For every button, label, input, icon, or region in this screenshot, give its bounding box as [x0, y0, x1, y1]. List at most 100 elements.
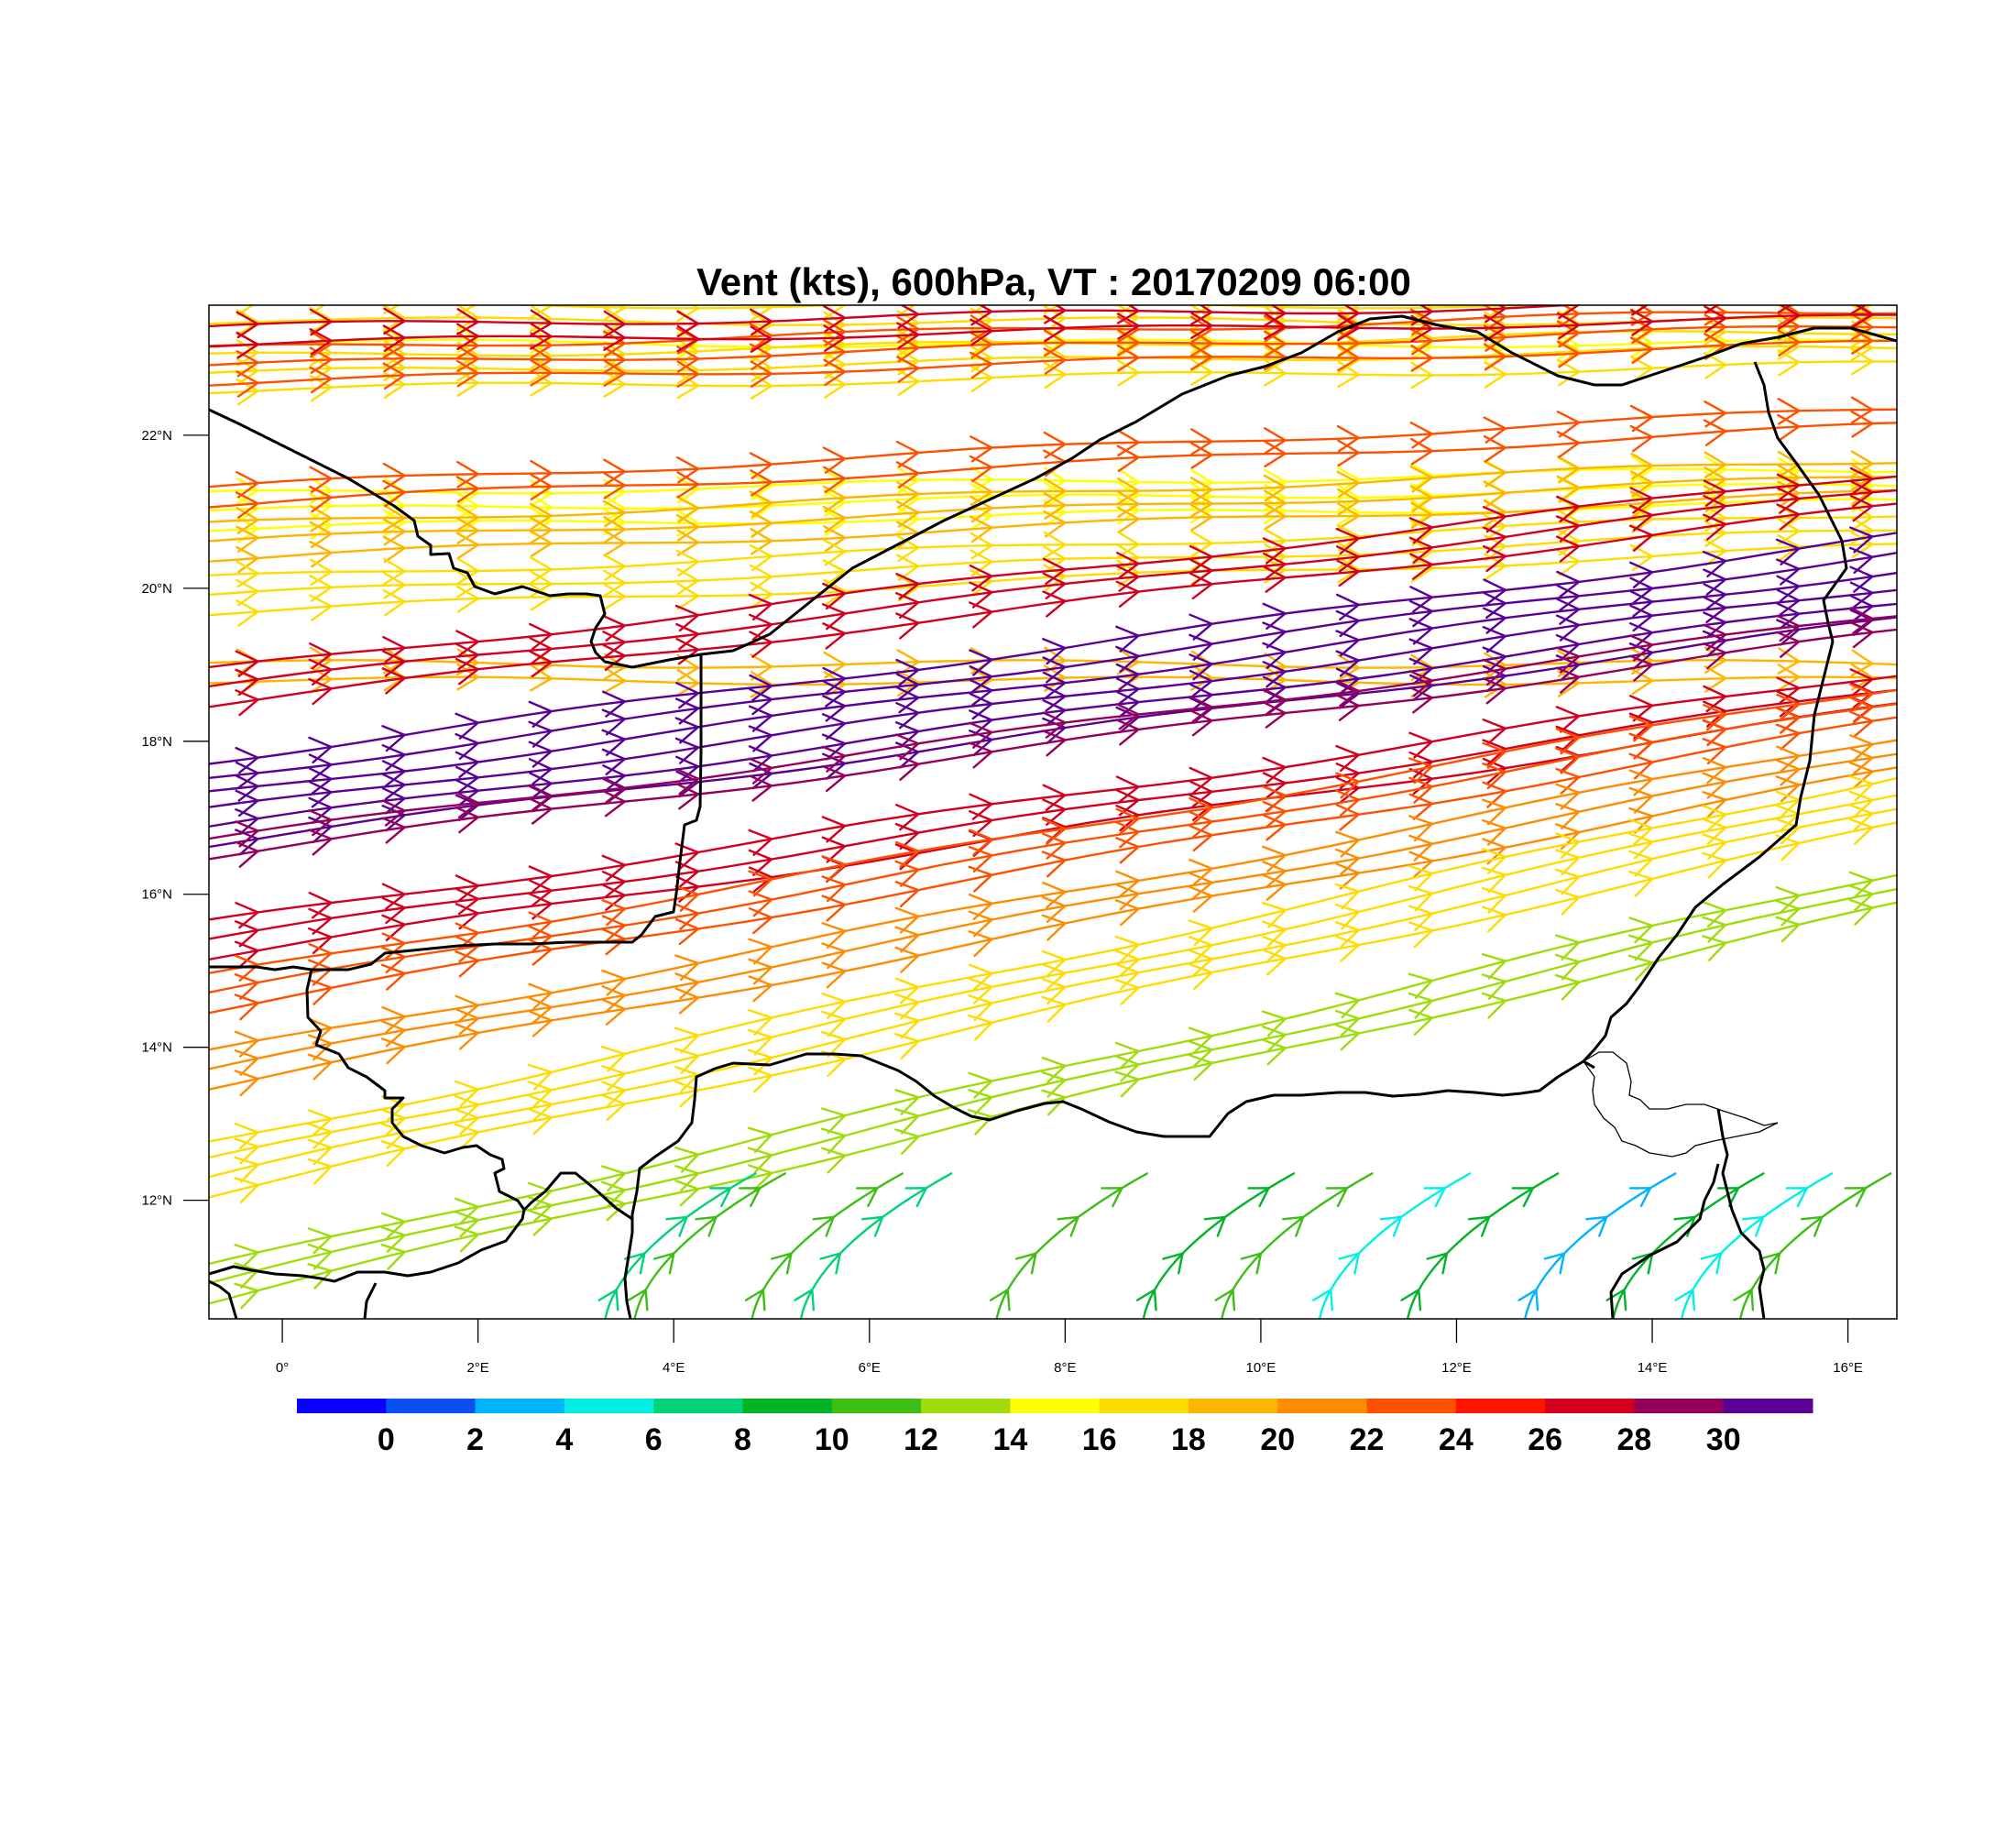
wind-arrowhead — [530, 507, 553, 534]
wind-arrowhead — [1189, 305, 1213, 325]
wind-arrowhead — [381, 896, 406, 925]
wind-streamline — [597, 1172, 757, 1319]
border-burkina-niger — [305, 969, 633, 1221]
wind-arrowhead — [1041, 978, 1067, 1004]
wind-arrowhead — [969, 601, 993, 629]
wind-arrowhead — [969, 565, 993, 592]
wind-arrowhead — [895, 500, 920, 528]
lat-tick-label: 18°N — [141, 734, 172, 750]
wind-arrowhead — [1556, 456, 1581, 483]
wind-arrowhead — [530, 502, 553, 531]
lat-tick-label: 12°N — [141, 1193, 172, 1209]
wind-arrowhead — [895, 702, 920, 730]
wind-arrowhead — [234, 1244, 259, 1270]
wind-arrowhead — [455, 658, 479, 686]
wind-arrowhead — [894, 843, 920, 871]
wind-arrowhead — [823, 324, 847, 352]
wind-arrowhead — [455, 642, 479, 671]
wind-arrowhead — [529, 784, 553, 812]
wind-arrowhead — [822, 506, 847, 533]
wind-arrowhead — [528, 1108, 553, 1136]
wind-arrowhead — [1189, 696, 1213, 723]
wind-arrowhead — [528, 1181, 553, 1209]
wind-arrowhead — [1630, 506, 1654, 533]
wind-arrowhead — [1704, 401, 1727, 428]
wind-arrowhead — [455, 732, 479, 761]
wind-arrowhead — [665, 1215, 688, 1237]
wind-arrowhead — [455, 903, 479, 930]
streamline-path — [209, 552, 1897, 779]
wind-arrowhead — [1555, 666, 1581, 694]
wind-arrowhead — [1558, 305, 1581, 320]
wind-arrowhead — [1849, 683, 1874, 710]
wind-arrowhead — [1189, 824, 1213, 852]
wind-arrowhead — [1189, 797, 1213, 825]
wind-arrowhead — [456, 557, 479, 585]
wind-arrowhead — [1702, 916, 1727, 943]
wind-arrowhead — [1041, 895, 1067, 923]
wind-arrowhead — [603, 370, 626, 398]
wind-arrowhead — [822, 666, 847, 695]
wind-arrowhead — [676, 669, 700, 697]
wind-arrowhead — [1264, 305, 1287, 327]
wind-arrowhead — [529, 637, 553, 664]
wind-arrowhead — [603, 472, 626, 499]
wind-arrowhead — [456, 570, 479, 598]
wind-arrowhead — [530, 356, 553, 383]
wind-arrowhead — [675, 682, 700, 709]
wind-arrowhead — [1629, 695, 1654, 722]
wind-arrowhead — [1335, 830, 1360, 858]
colorbar-swatch — [831, 1399, 922, 1413]
wind-arrowhead — [1426, 1252, 1449, 1275]
streamline-path — [209, 571, 1897, 793]
wind-arrowhead — [1702, 772, 1727, 799]
wind-arrowhead — [455, 950, 479, 978]
wind-arrowhead — [1336, 694, 1360, 721]
wind-arrowhead — [1555, 535, 1581, 563]
wind-arrowhead — [529, 879, 553, 906]
wind-streamline — [209, 480, 1897, 696]
wind-arrowhead — [603, 458, 626, 487]
wind-arrowhead — [1335, 744, 1360, 773]
wind-arrowhead — [1555, 832, 1581, 860]
streamline-path — [209, 313, 1897, 348]
wind-arrowhead — [676, 371, 700, 400]
wind-arrowhead — [307, 1034, 333, 1061]
streamline-path — [209, 628, 1897, 861]
wind-arrowhead — [1704, 327, 1727, 356]
plot-area — [209, 305, 1897, 1319]
wind-arrowhead — [1408, 793, 1433, 820]
wind-arrowhead — [823, 371, 847, 399]
wind-arrowhead — [381, 650, 406, 677]
wind-arrowhead — [1409, 463, 1433, 490]
wind-arrowhead — [456, 341, 479, 369]
wind-arrowhead — [968, 977, 993, 1004]
wind-arrowhead — [381, 725, 406, 752]
wind-arrowhead — [969, 455, 993, 483]
wind-arrowhead — [1135, 1289, 1157, 1312]
wind-arrowhead — [674, 917, 700, 946]
wind-arrowhead — [749, 510, 773, 538]
streamline-path — [209, 488, 1897, 688]
wind-arrowhead — [1337, 502, 1360, 530]
wind-arrowhead — [236, 305, 255, 316]
wind-arrowhead — [309, 558, 333, 587]
wind-arrowhead — [970, 532, 993, 560]
wind-arrowhead — [1044, 305, 1067, 324]
wind-arrowhead — [895, 554, 920, 581]
wind-arrowhead — [676, 471, 700, 499]
wind-arrowhead — [748, 907, 773, 935]
wind-arrowhead — [383, 557, 406, 586]
wind-arrowhead — [1777, 450, 1801, 478]
wind-arrowhead — [1776, 602, 1801, 630]
wind-arrowhead — [1850, 334, 1874, 361]
wind-arrowhead — [1400, 1289, 1422, 1312]
wind-arrowhead — [1262, 537, 1287, 565]
streamline-path — [209, 483, 1897, 512]
wind-arrowhead — [308, 892, 333, 919]
wind-arrowhead — [530, 359, 553, 387]
wind-arrowhead — [1628, 850, 1654, 877]
colorbar-label: 16 — [1082, 1422, 1117, 1457]
wind-arrowhead — [1555, 728, 1581, 755]
wind-arrowhead — [1043, 344, 1067, 371]
